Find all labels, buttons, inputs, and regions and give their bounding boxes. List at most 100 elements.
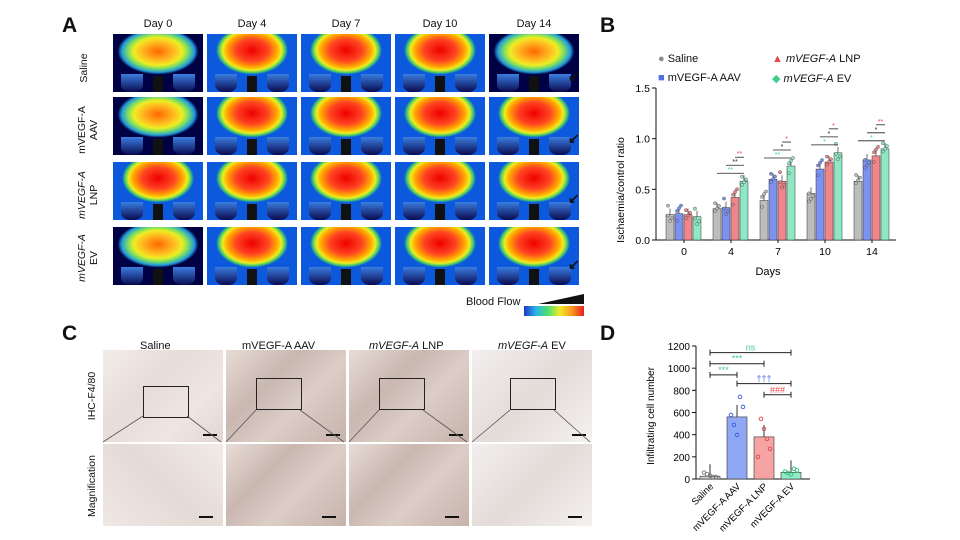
y-tick-label: 600 <box>673 409 690 420</box>
data-point <box>854 181 858 185</box>
data-point <box>670 216 674 221</box>
legend-text: EV <box>833 73 852 85</box>
doppler-image <box>113 34 203 92</box>
row-label-text: mVEGF-A <box>76 234 88 282</box>
col-header-text: LNP <box>419 340 444 352</box>
arrow-icon: ↙ <box>568 130 580 146</box>
legend-aav: ■ mVEGF-A AAV <box>658 72 741 84</box>
data-point <box>731 192 735 197</box>
zoom-box <box>379 378 425 410</box>
blood-flow-label: Blood Flow <box>466 296 521 308</box>
data-point <box>735 187 739 192</box>
significance-mark: *** <box>718 365 729 375</box>
data-point <box>834 151 838 156</box>
x-axis-label: Days <box>755 266 781 278</box>
limb-shape <box>497 202 519 220</box>
data-point <box>807 199 811 204</box>
data-point <box>740 404 746 410</box>
significance-mark: ### <box>770 385 785 395</box>
bar <box>880 148 890 241</box>
col-header: mVEGF-A EV <box>498 340 566 352</box>
doppler-image <box>489 34 579 92</box>
data-point <box>684 216 688 221</box>
scale-bar <box>449 434 463 436</box>
bar <box>726 416 748 480</box>
limb-shape <box>403 202 425 220</box>
limb-shape <box>267 267 289 285</box>
bar <box>833 152 843 241</box>
limb-shape <box>121 202 143 220</box>
limb-shape <box>267 74 289 92</box>
day-label: Day 14 <box>516 18 552 30</box>
bar <box>824 161 834 241</box>
data-point <box>825 162 829 167</box>
data-point <box>782 183 786 187</box>
zoom-box <box>256 378 302 410</box>
bar <box>815 168 825 241</box>
data-point <box>865 163 869 168</box>
data-point <box>856 178 860 183</box>
scale-bar <box>568 516 582 518</box>
y-tick-label: 400 <box>673 431 690 442</box>
data-point <box>872 150 876 155</box>
data-point <box>867 160 871 165</box>
y-tick-label: 1.0 <box>635 134 650 146</box>
y-tick-label: 1.5 <box>635 83 650 95</box>
data-point <box>697 219 701 223</box>
data-point <box>811 194 815 198</box>
data-point <box>722 206 726 211</box>
tail-shape <box>435 269 445 285</box>
blood-flow-ramp <box>538 294 584 304</box>
significance-mark: * <box>875 127 878 134</box>
data-point <box>816 173 820 178</box>
data-point <box>780 185 784 190</box>
significance-mark: * <box>781 144 784 151</box>
data-point <box>778 170 782 175</box>
limb-shape <box>403 137 425 155</box>
y-axis-label: Ischaemia/control ratio <box>615 137 627 243</box>
y-axis-label: Infiltrating cell number <box>646 366 657 464</box>
limb-shape <box>497 74 519 92</box>
data-point <box>872 160 876 164</box>
magnified-image-ev <box>472 444 592 526</box>
tail-shape <box>341 76 351 92</box>
data-point <box>787 171 791 176</box>
data-point <box>686 213 690 218</box>
significance-mark: ††† <box>756 374 771 384</box>
limb-shape <box>361 202 383 220</box>
bar <box>871 155 881 241</box>
legend-text: LNP <box>836 53 861 65</box>
y-tick-label: 0 <box>684 475 690 486</box>
data-point <box>791 156 795 160</box>
limb-shape <box>455 267 477 285</box>
data-point <box>717 204 721 208</box>
bar <box>777 180 787 241</box>
data-point <box>883 147 887 151</box>
data-point <box>788 472 794 477</box>
data-point <box>874 147 878 152</box>
limb-shape <box>403 267 425 285</box>
data-point <box>771 177 775 181</box>
limb-shape <box>309 137 331 155</box>
significance-mark: * <box>870 135 873 142</box>
limb-shape <box>173 267 195 285</box>
data-point <box>876 145 880 149</box>
x-tick-label: 14 <box>866 246 878 258</box>
limb-shape <box>267 202 289 220</box>
data-point <box>829 157 833 162</box>
tail-shape <box>529 76 539 92</box>
data-point <box>693 206 697 211</box>
data-point <box>760 195 764 199</box>
tail-shape <box>153 139 163 155</box>
legend-text: mVEGF-A AAV <box>667 72 741 84</box>
doppler-image <box>207 227 297 285</box>
limb-shape <box>215 202 237 220</box>
data-point <box>769 180 773 184</box>
legend-text: Saline <box>667 53 699 65</box>
significance-mark: * <box>823 139 826 146</box>
row-label-text: AAV <box>88 119 100 141</box>
data-point <box>713 201 717 205</box>
y-tick-label: 0.5 <box>635 184 650 196</box>
significance-mark: ** <box>728 167 734 174</box>
data-point <box>885 144 889 148</box>
